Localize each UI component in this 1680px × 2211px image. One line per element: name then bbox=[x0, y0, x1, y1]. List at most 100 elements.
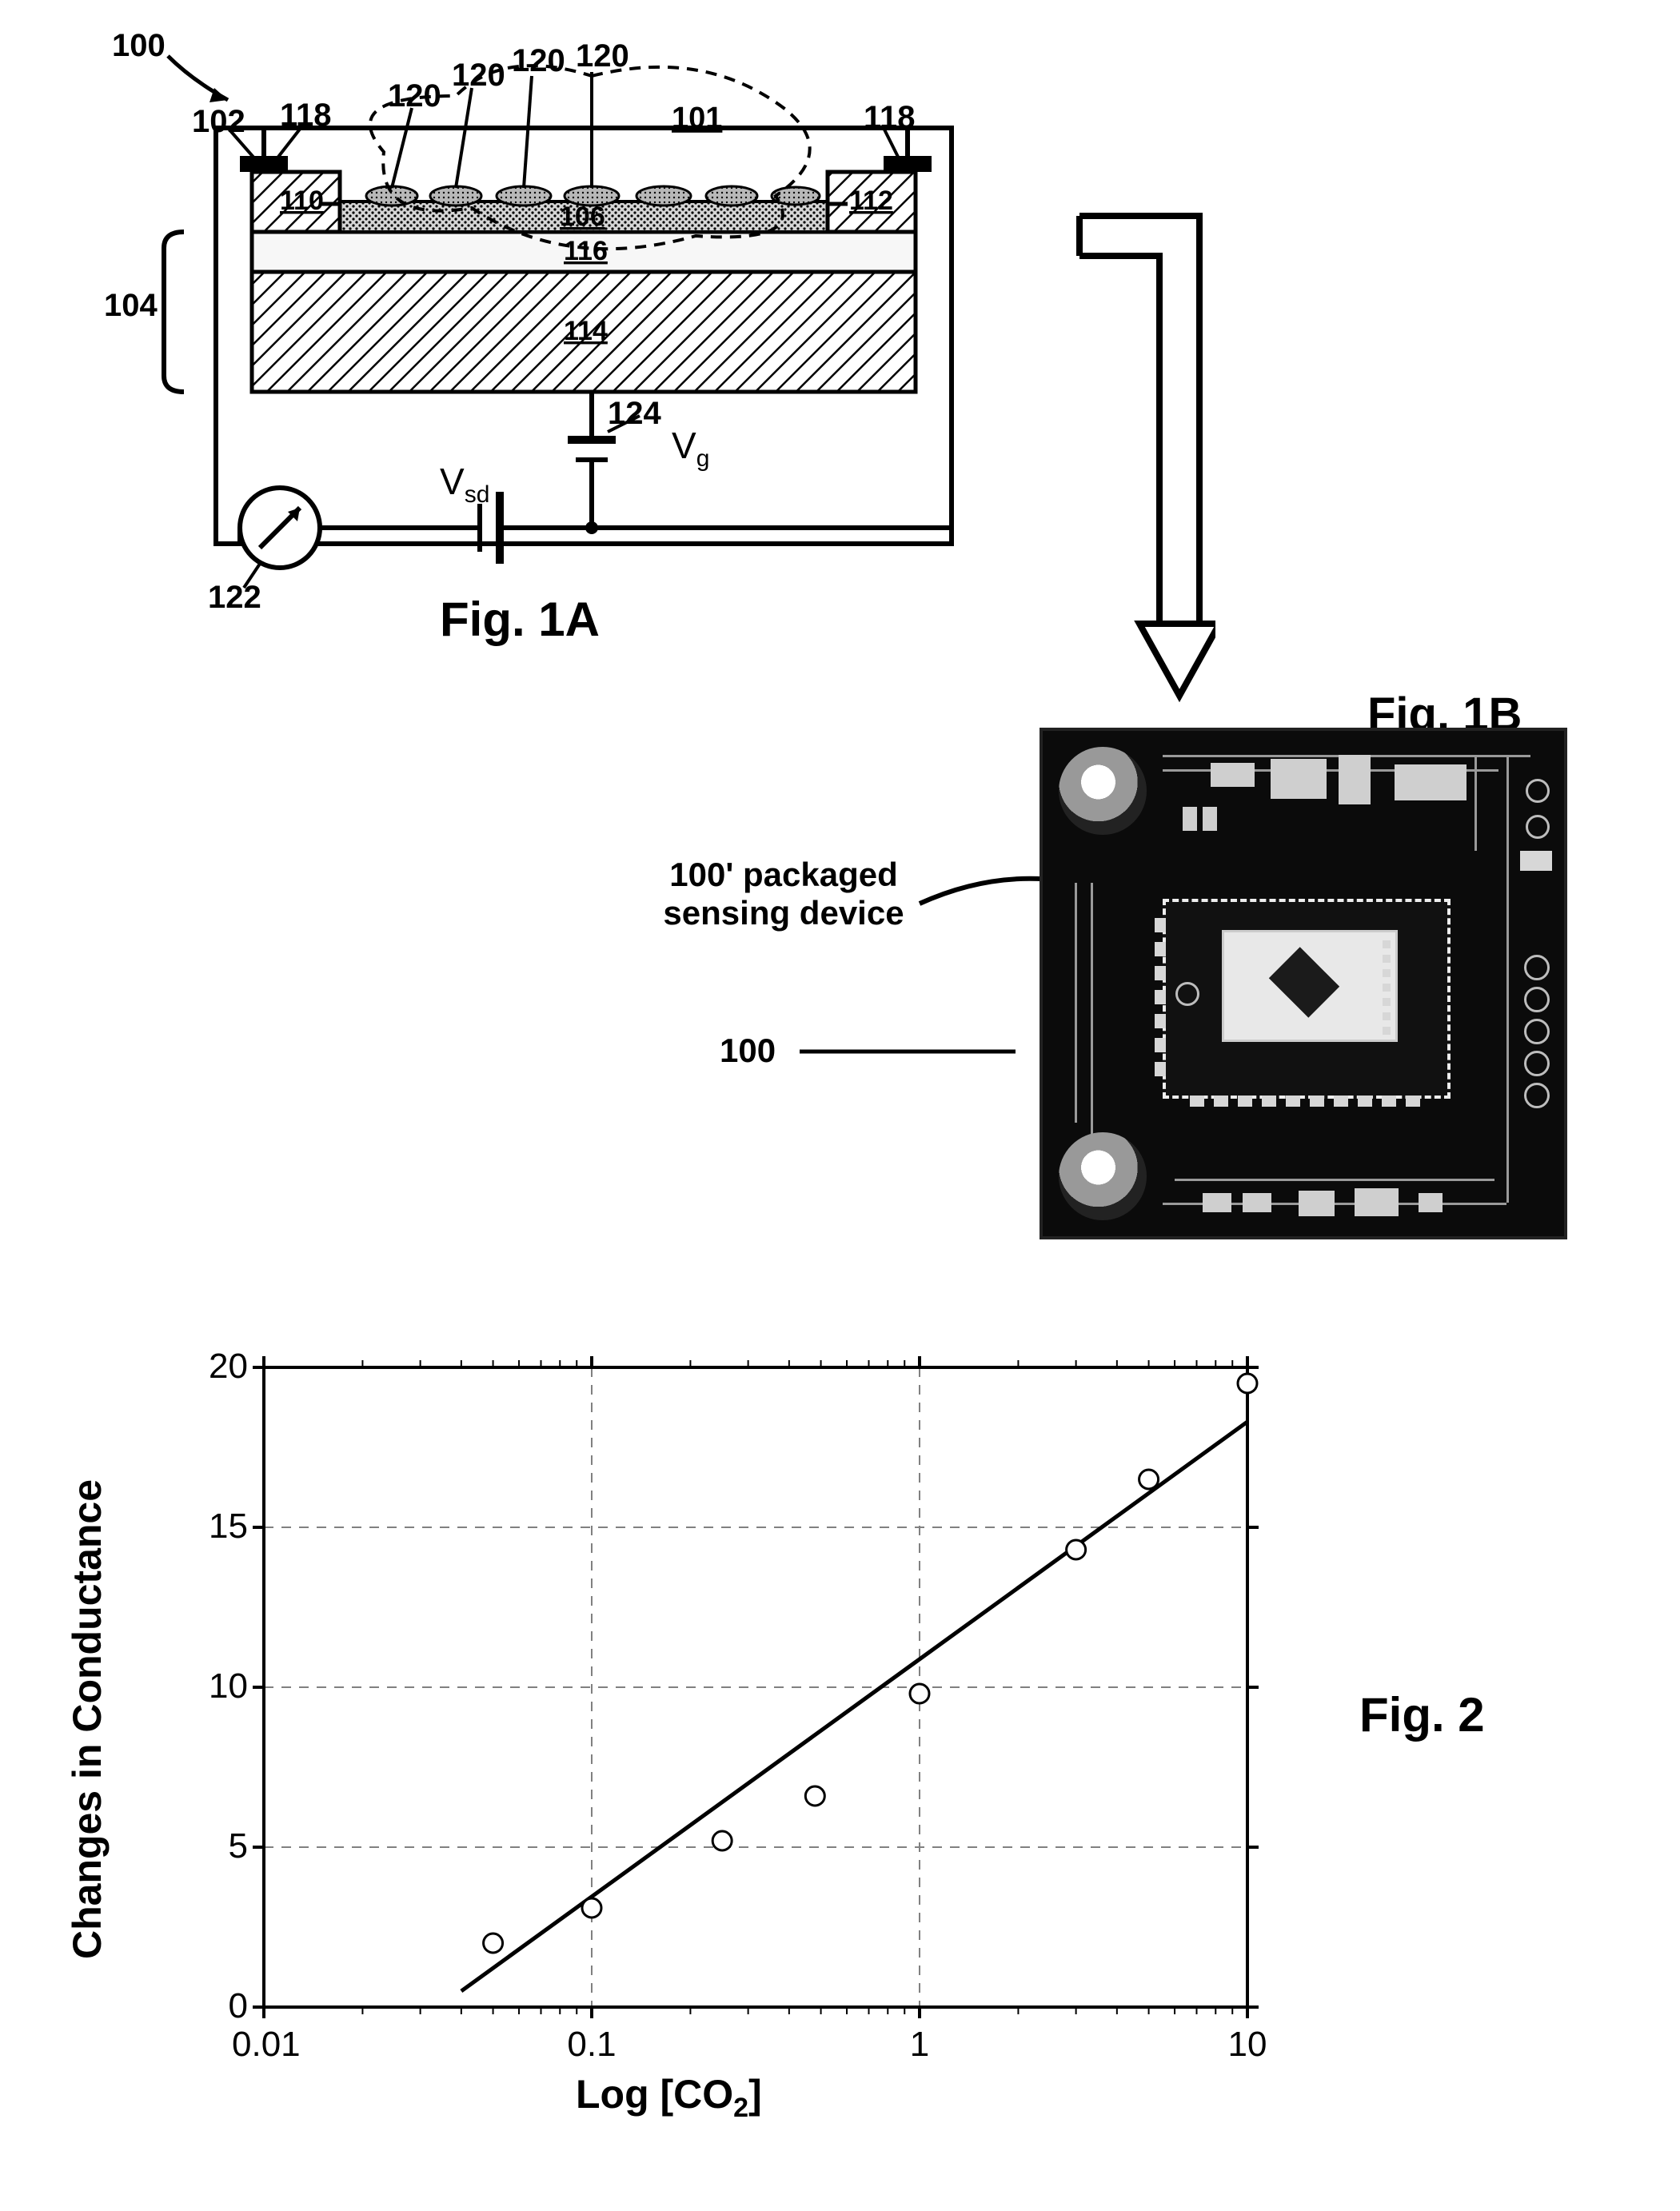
pcb-board bbox=[1040, 728, 1567, 1239]
fig1b-label-line1: 100' packaged bbox=[669, 856, 898, 893]
lead bbox=[1310, 1096, 1324, 1107]
svg-text:116: 116 bbox=[564, 236, 608, 266]
y-tick-label: 15 bbox=[200, 1507, 248, 1547]
bond-pad bbox=[1383, 1012, 1391, 1020]
component bbox=[1271, 759, 1327, 799]
label-vsd: Vsd bbox=[440, 460, 489, 509]
label-118-right: 118 bbox=[864, 100, 916, 136]
component bbox=[1355, 1188, 1399, 1216]
via bbox=[1524, 1051, 1550, 1076]
fig2-xlabel-suffix: ] bbox=[748, 2072, 762, 2117]
fig1a-caption: Fig. 1A bbox=[440, 592, 600, 647]
fig2: Fig. 2 Changes in Conductance Log [CO2] … bbox=[80, 1343, 1599, 2143]
svg-text:112: 112 bbox=[849, 186, 893, 216]
label-122: 122 bbox=[208, 580, 261, 616]
die-core bbox=[1269, 947, 1339, 1017]
svg-text:110: 110 bbox=[280, 186, 324, 216]
fig2-caption: Fig. 2 bbox=[1359, 1687, 1485, 1742]
via bbox=[1524, 1083, 1550, 1108]
svg-text:101: 101 bbox=[672, 102, 722, 135]
lead bbox=[1358, 1096, 1372, 1107]
x-tick-label: 1 bbox=[888, 2025, 952, 2065]
label-100: 100 bbox=[112, 28, 166, 64]
lead bbox=[1155, 966, 1166, 980]
mounting-hole-tl bbox=[1059, 747, 1147, 835]
via bbox=[1526, 779, 1550, 803]
trace bbox=[1474, 755, 1477, 851]
trace bbox=[1506, 755, 1509, 1203]
fig2-ylabel-text: Changes in Conductance bbox=[64, 1479, 110, 1959]
trace bbox=[1175, 1179, 1494, 1181]
component bbox=[1395, 764, 1467, 800]
fig1a: 110 112 106 116 114 101 bbox=[96, 32, 1040, 640]
vg-sub: g bbox=[696, 445, 710, 472]
fig1b-label: 100' packaged sensing device bbox=[648, 856, 920, 933]
component bbox=[1299, 1191, 1335, 1216]
svg-text:114: 114 bbox=[564, 316, 608, 346]
label-120a: 120 bbox=[388, 78, 441, 114]
fig2-xlabel-prefix: Log [CO bbox=[576, 2072, 733, 2117]
bond-pad bbox=[1383, 1027, 1391, 1035]
x-tick-label: 0.1 bbox=[560, 2025, 624, 2065]
lead bbox=[1238, 1096, 1252, 1107]
fig1b-label-line2: sensing device bbox=[663, 894, 904, 932]
fig2-xlabel-sub: 2 bbox=[733, 2093, 748, 2123]
bond-pad bbox=[1383, 940, 1391, 948]
bond-pad bbox=[1383, 984, 1391, 992]
svg-text:106: 106 bbox=[560, 202, 605, 232]
component bbox=[1211, 763, 1255, 787]
y-tick-label: 20 bbox=[200, 1347, 248, 1387]
trace bbox=[1091, 883, 1093, 1139]
lead bbox=[1382, 1096, 1396, 1107]
component bbox=[1203, 1193, 1231, 1212]
vsd-v: V bbox=[440, 461, 465, 502]
lead bbox=[1190, 1096, 1204, 1107]
pad bbox=[1520, 851, 1552, 871]
lead bbox=[1155, 1014, 1166, 1028]
label-vg: Vg bbox=[672, 424, 709, 473]
label-124: 124 bbox=[608, 396, 661, 432]
via bbox=[1524, 987, 1550, 1012]
vg-v: V bbox=[672, 425, 696, 466]
label-118-left: 118 bbox=[280, 98, 332, 134]
bond-pad bbox=[1383, 955, 1391, 963]
component bbox=[1243, 1193, 1271, 1212]
label-120b: 120 bbox=[452, 58, 505, 94]
chip-package bbox=[1163, 899, 1451, 1099]
lead bbox=[1262, 1096, 1276, 1107]
via bbox=[1524, 955, 1550, 980]
lead bbox=[1406, 1096, 1420, 1107]
fig2-chart-svg bbox=[80, 1343, 1295, 2127]
label-120d: 120 bbox=[576, 38, 629, 74]
component bbox=[1339, 755, 1371, 804]
lead bbox=[1155, 942, 1166, 956]
via bbox=[1524, 1019, 1550, 1044]
pin1-marker bbox=[1175, 982, 1199, 1006]
lead bbox=[1286, 1096, 1300, 1107]
lead bbox=[1155, 1062, 1166, 1076]
fig1b: Fig. 1B 100' packaged sensing device 100 bbox=[880, 696, 1599, 1271]
component bbox=[1419, 1193, 1443, 1212]
bond-pad bbox=[1383, 998, 1391, 1006]
fig1b-ref-100: 100 bbox=[720, 1032, 776, 1070]
fig1b-ref-line bbox=[800, 1040, 1024, 1064]
fig2-xlabel: Log [CO2] bbox=[576, 2071, 762, 2124]
page: 110 112 106 116 114 101 bbox=[0, 0, 1680, 2211]
x-tick-label: 0.01 bbox=[232, 2025, 296, 2065]
lead bbox=[1214, 1096, 1228, 1107]
die bbox=[1222, 930, 1398, 1042]
lead bbox=[1155, 990, 1166, 1004]
lead bbox=[1155, 1038, 1166, 1052]
lead bbox=[1334, 1096, 1348, 1107]
via bbox=[1526, 815, 1550, 839]
y-tick-label: 0 bbox=[200, 1986, 248, 2026]
x-tick-label: 10 bbox=[1215, 2025, 1279, 2065]
lead bbox=[1155, 918, 1166, 932]
trace bbox=[1075, 883, 1077, 1123]
y-tick-label: 10 bbox=[200, 1666, 248, 1706]
y-tick-label: 5 bbox=[200, 1826, 248, 1866]
bond-pad bbox=[1383, 969, 1391, 977]
fig2-ylabel: Changes in Conductance bbox=[64, 1239, 110, 1719]
mounting-hole-bl bbox=[1059, 1132, 1147, 1220]
label-102: 102 bbox=[192, 104, 245, 140]
